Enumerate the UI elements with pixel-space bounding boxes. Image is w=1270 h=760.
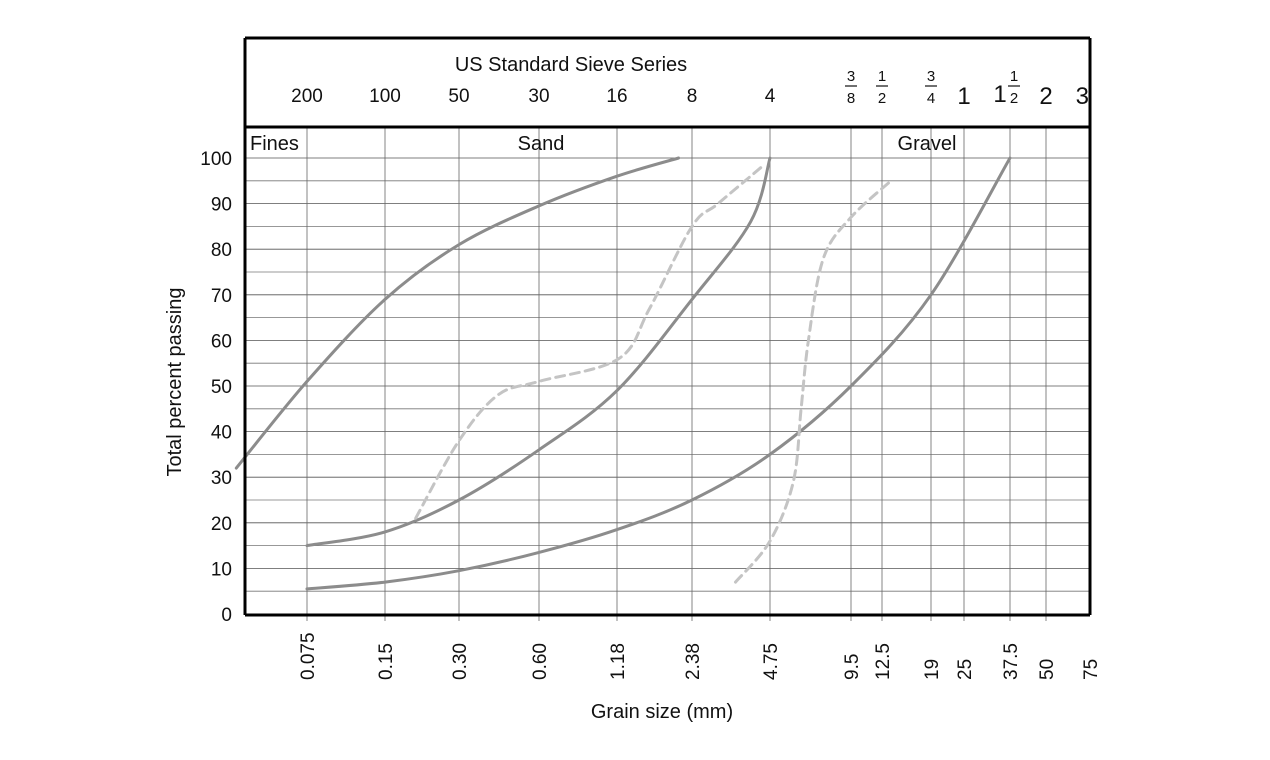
zone-label-sand: Sand: [518, 133, 565, 155]
x-tick-label: 19: [922, 659, 943, 680]
zone-label-fines: Fines: [250, 133, 299, 155]
sieve-label: 16: [606, 86, 627, 107]
y-tick-label: 70: [211, 286, 232, 307]
sieve-fraction-numerator: 3: [847, 68, 855, 85]
x-axis-title: Grain size (mm): [591, 701, 733, 723]
y-tick-labels: 0 10 20 30 40 50 60 70 80 90 100: [200, 149, 232, 626]
x-tick-label: 2.38: [683, 643, 704, 680]
sieve-label: 1: [993, 81, 1006, 108]
sieve-label: 200: [291, 86, 323, 107]
gradation-curve-2: [305, 156, 772, 548]
sieve-fraction-numerator: 1: [1010, 68, 1018, 85]
x-tick-labels: 0.075 0.15 0.30 0.60 1.18 2.38 4.75 9.5 12.5 19 25…: [298, 632, 1102, 680]
sieve-fraction-numerator: 1: [878, 68, 886, 85]
sieve-fraction-numerator: 3: [927, 68, 935, 85]
zone-label-gravel: Gravel: [898, 133, 957, 155]
sieve-label: 1: [957, 83, 970, 110]
y-tick-label: 30: [211, 468, 232, 489]
sieve-fraction-denominator: 8: [847, 90, 855, 107]
sieve-label: 2: [1039, 83, 1052, 110]
y-axis-title: Total percent passing: [164, 287, 186, 476]
y-tick-label: 100: [200, 149, 232, 170]
sieve-label: 30: [528, 86, 549, 107]
sieve-label: 100: [369, 86, 401, 107]
gradation-curve-3: [305, 156, 1012, 591]
sieve-label: 8: [687, 86, 698, 107]
y-tick-label: 50: [211, 377, 232, 398]
sieve-label: 50: [448, 86, 469, 107]
x-tick-label: 4.75: [761, 643, 782, 680]
series-layer: [234, 156, 1012, 591]
sieve-fraction-denominator: 2: [1010, 90, 1018, 107]
x-tick-label: 75: [1081, 659, 1102, 680]
x-tick-label: 0.15: [376, 643, 397, 680]
y-tick-label: 80: [211, 240, 232, 261]
x-tick-label: 12.5: [873, 643, 894, 680]
x-tick-label: 0.075: [298, 632, 319, 680]
x-tick-label: 0.30: [450, 643, 471, 680]
sieve-fraction-denominator: 2: [878, 90, 886, 107]
sieve-label: 4: [765, 86, 776, 107]
x-tick-label: 50: [1037, 659, 1058, 680]
chart-frame: [243, 36, 1092, 617]
vertical-gridlines: [306, 127, 1047, 621]
gradation-curve-1: [234, 156, 681, 470]
sieve-fraction-denominator: 4: [927, 90, 935, 107]
gradation-curve-5: [734, 179, 893, 584]
y-tick-label: 20: [211, 514, 232, 535]
x-tick-label: 25: [955, 659, 976, 680]
y-tick-label: 10: [211, 559, 232, 580]
sieve-label: 3: [1076, 83, 1089, 110]
x-tick-label: 9.5: [842, 654, 863, 680]
horizontal-gridlines: [245, 157, 1090, 615]
x-tick-label: 1.18: [608, 643, 629, 680]
y-tick-label: 60: [211, 331, 232, 352]
chart-title: US Standard Sieve Series: [455, 54, 687, 76]
gradation-curve-4: [414, 165, 763, 520]
y-tick-label: 90: [211, 195, 232, 216]
x-tick-label: 37.5: [1001, 643, 1022, 680]
y-tick-label: 40: [211, 423, 232, 444]
y-tick-label: 0: [221, 605, 232, 626]
x-tick-label: 0.60: [530, 643, 551, 680]
